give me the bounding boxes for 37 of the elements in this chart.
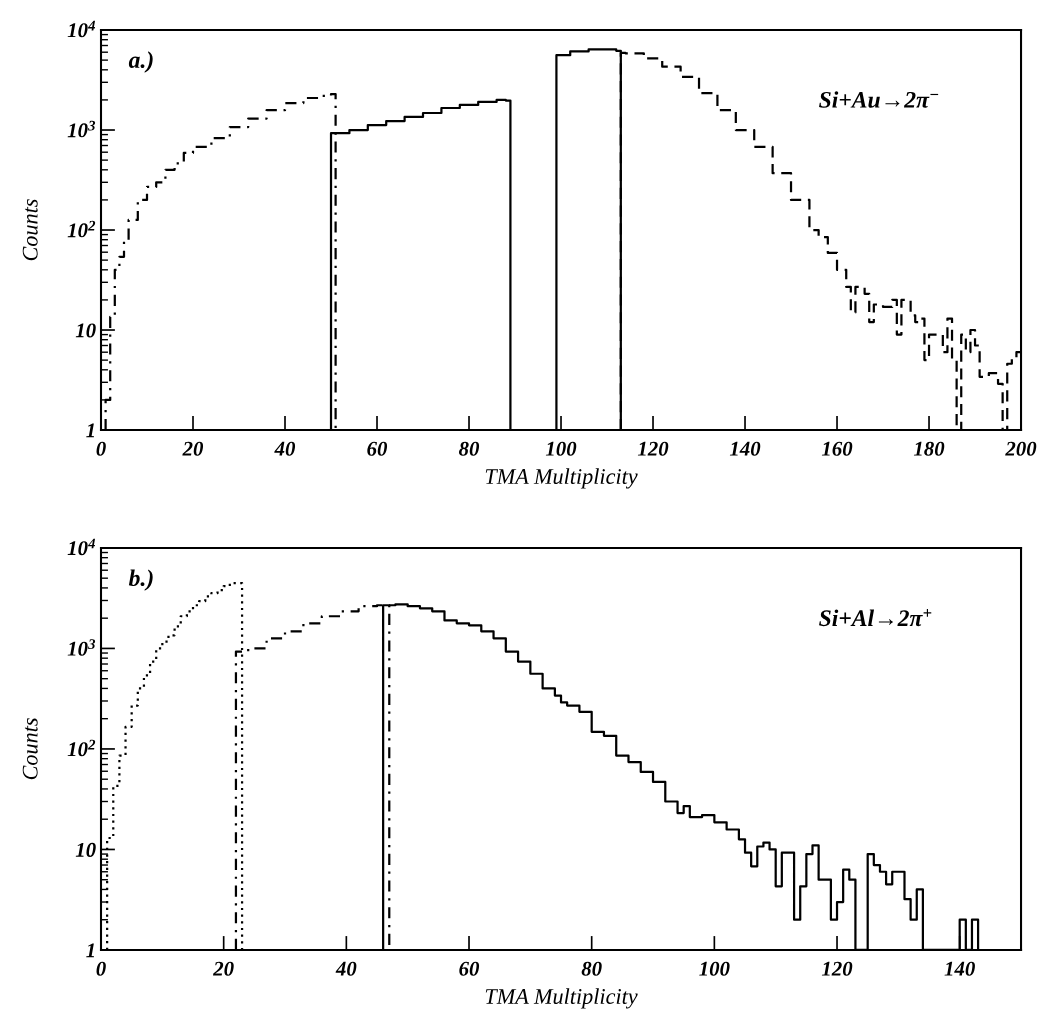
y-tick-label: 10 <box>75 323 96 338</box>
x-tick-label: 120 <box>821 961 853 976</box>
y-tick-label: 10$^{3}$ <box>67 120 96 138</box>
x-tick-label: 80 <box>581 961 602 976</box>
x-tick-label: 160 <box>821 441 853 456</box>
x-tick-label: 60 <box>367 441 388 456</box>
x-tick-label: 200 <box>1005 441 1037 456</box>
x-tick-label: 120 <box>637 441 669 456</box>
x-axis-title: TMA Multiplicity <box>485 468 638 489</box>
x-tick-label: 140 <box>729 441 761 456</box>
y-tick-label: 1 <box>86 943 95 958</box>
x-tick-label: 140 <box>944 961 975 976</box>
y-tick-label: 10$^{4}$ <box>67 538 96 556</box>
annotation: Si+Au→2π$^{−}$ <box>819 91 939 108</box>
x-tick-label: 40 <box>274 441 296 456</box>
y-axis-title: Counts <box>22 199 38 261</box>
y-axis-title: Counts <box>22 718 38 780</box>
y-tick-label: 1 <box>86 423 95 438</box>
y-tick-label: 10$^{4}$ <box>67 20 96 38</box>
x-tick-label: 180 <box>913 441 945 456</box>
y-tick-label: 10$^{2}$ <box>67 739 96 757</box>
x-tick-label: 80 <box>458 441 480 456</box>
x-tick-label: 40 <box>335 961 357 976</box>
annotation: b.) <box>128 569 153 591</box>
y-tick-label: 10$^{3}$ <box>67 639 96 656</box>
x-tick-label: 60 <box>459 961 480 976</box>
x-tick-label: 0 <box>96 441 106 456</box>
x-tick-label: 0 <box>96 961 106 976</box>
annotation: a.) <box>128 51 153 73</box>
y-tick-label: 10 <box>75 842 96 857</box>
annotation: Si+Al→2π$^{+}$ <box>819 608 932 627</box>
x-tick-label: 20 <box>213 961 234 976</box>
x-tick-label: 20 <box>182 441 204 456</box>
x-axis-title: TMA Multiplicity <box>485 988 638 1009</box>
y-tick-label: 10$^{2}$ <box>67 220 96 238</box>
x-tick-label: 100 <box>699 961 730 976</box>
x-tick-label: 100 <box>545 441 577 456</box>
